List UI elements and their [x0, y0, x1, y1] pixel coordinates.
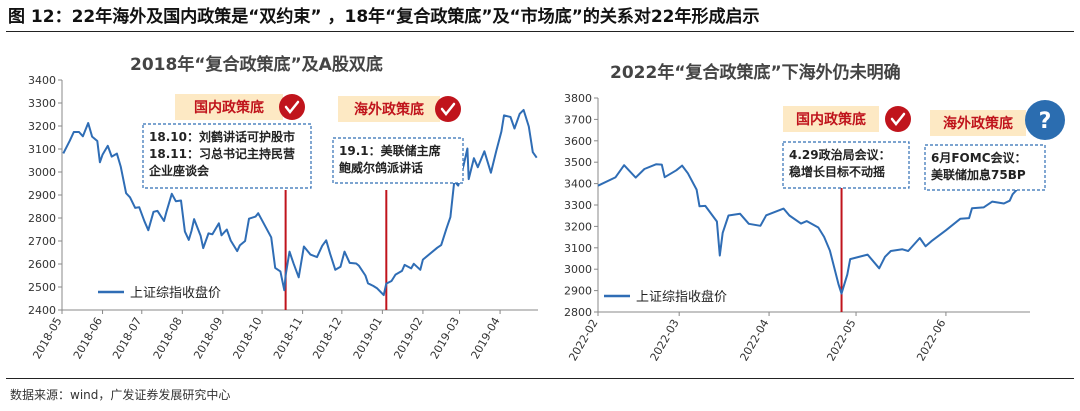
pending-note-box: [924, 144, 1046, 191]
y-tick-label: 2800: [564, 306, 592, 319]
policy-tag-bg: [338, 96, 440, 122]
x-tick-label: 2019-02: [391, 315, 425, 361]
y-tick-label: 2500: [28, 281, 56, 294]
check-icon-circle: [435, 96, 461, 122]
y-tick-label: 3000: [28, 166, 56, 179]
x-tick-label: 2022-02: [566, 317, 600, 363]
policy-tag-label: 国内政策底: [194, 99, 264, 116]
check-icon-circle: [279, 94, 305, 120]
policy-tag-label: 国内政策底: [796, 111, 866, 128]
x-tick-label: 2022-06: [914, 317, 948, 363]
y-tick-label: 2800: [28, 212, 56, 225]
y-tick-label: 2900: [28, 189, 56, 202]
source-note: 数据来源：wind，广发证券发展研究中心: [10, 388, 231, 402]
panel-title-2018: 2018年“复合政策底”及A股双底: [130, 55, 383, 75]
question-icon: ?: [1025, 100, 1065, 140]
y-tick-label: 3800: [564, 92, 592, 105]
check-icon-mark: [284, 100, 300, 115]
y-tick-label: 3200: [564, 220, 592, 233]
x-tick-label: 2018-05: [30, 315, 64, 361]
policy-note-line: 19.1：美联储主席: [339, 143, 441, 158]
title-rule: [6, 31, 1074, 32]
check-icon-mark: [890, 112, 906, 127]
y-tick-label: 3400: [564, 178, 592, 191]
x-tick-label: 2022-04: [737, 317, 771, 363]
check-icon: [435, 96, 461, 122]
policy-note-box: [782, 141, 910, 189]
x-tick-label: 2018-08: [151, 315, 185, 361]
policy-note-line: 18.10：刘鹤讲话可护股市: [149, 129, 295, 144]
pending-note-line: 6月FOMC会议：: [931, 150, 1027, 165]
policy-note-line: 18.11：习总书记主持民营: [149, 146, 295, 161]
x-tick-label: 2018-11: [271, 315, 305, 361]
figure-title: 图 12：22年海外及国内政策是“双约束” ，18年“复合政策底”及“市场底”的…: [8, 7, 760, 27]
check-icon-circle: [885, 106, 911, 132]
x-tick-label: 2019-03: [428, 315, 462, 361]
y-tick-label: 3400: [28, 74, 56, 87]
question-icon-circle: [1025, 100, 1065, 140]
y-tick-label: 2400: [28, 304, 56, 317]
index-line: [597, 163, 1031, 295]
policy-note-line: 4.29政治局会议：: [789, 147, 891, 162]
y-tick-label: 3100: [564, 242, 592, 255]
y-tick-label: 3300: [564, 199, 592, 212]
check-icon: [279, 94, 305, 120]
y-tick-label: 3700: [564, 113, 592, 126]
policy-note-line: 稳增长目标不动摇: [789, 164, 885, 179]
policy-tag-bg: [783, 106, 879, 132]
y-tick-label: 3300: [28, 97, 56, 110]
policy-note-box: [142, 123, 312, 189]
x-tick-label: 2022-05: [824, 317, 858, 363]
x-tick-label: 2022-03: [648, 317, 682, 363]
y-tick-label: 3100: [28, 143, 56, 156]
x-tick-label: 2018-06: [71, 315, 105, 361]
y-tick-label: 3200: [28, 120, 56, 133]
policy-tag-label: 海外政策底: [354, 101, 424, 118]
check-icon-mark: [440, 102, 456, 117]
pending-tag-label: 海外政策底: [943, 115, 1013, 132]
check-icon: [885, 106, 911, 132]
source-rule: [6, 378, 1074, 379]
chart-panel-0: 2400 2500 2600 2700 2800 2900 3000 3100 3200 3300…: [28, 74, 538, 361]
y-tick-label: 2600: [28, 258, 56, 271]
legend-label: 上证综指收盘价: [636, 289, 727, 305]
legend-label: 上证综指收盘价: [130, 285, 221, 301]
chart-panel-1: 2800 2900 3000 3100 3200 3300 3400 3500 3600 3700…: [564, 92, 1065, 363]
panel-title-2022: 2022年“复合政策底”下海外仍未明确: [610, 63, 901, 83]
x-tick-label: 2018-09: [191, 315, 225, 361]
x-tick-label: 2019-01: [351, 315, 385, 361]
y-tick-label: 3000: [564, 263, 592, 276]
y-tick-label: 3500: [564, 156, 592, 169]
x-tick-label: 2018-10: [230, 315, 264, 361]
policy-note-line: 鲍威尔鸽派讲话: [339, 160, 423, 175]
policy-note-line: 企业座谈会: [148, 163, 210, 178]
policy-tag-bg: [175, 94, 283, 120]
question-icon-glyph: ?: [1039, 109, 1052, 134]
y-tick-label: 3600: [564, 135, 592, 148]
pending-note-line: 美联储加息75BP: [931, 167, 1026, 182]
y-tick-label: 2900: [564, 285, 592, 298]
x-tick-label: 2018-12: [310, 315, 344, 361]
y-tick-label: 2700: [28, 235, 56, 248]
x-tick-label: 2019-04: [468, 315, 502, 361]
policy-note-box: [332, 137, 464, 184]
pending-tag-bg: [930, 110, 1026, 136]
x-tick-label: 2018-07: [110, 315, 144, 361]
